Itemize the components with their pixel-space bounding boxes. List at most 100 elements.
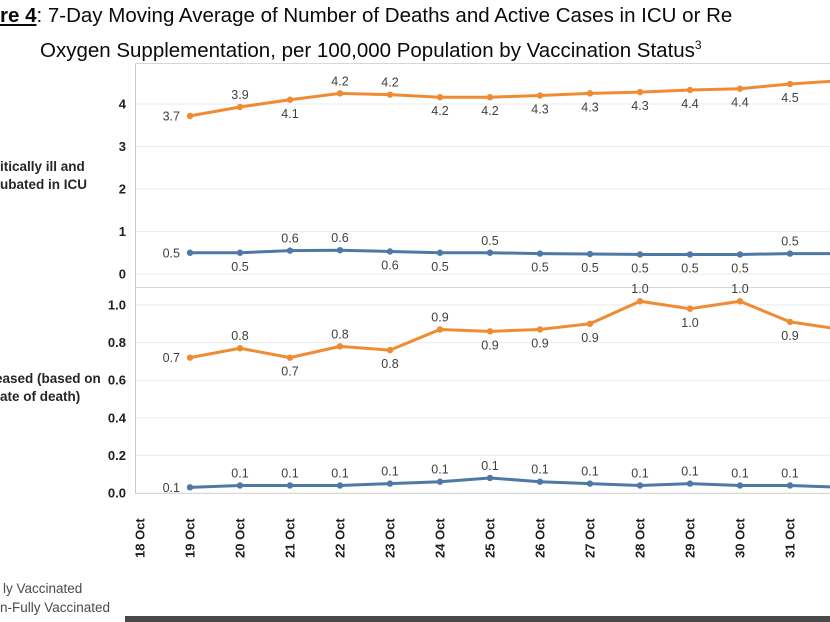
series-line-non_fully_vaccinated (189, 299, 830, 360)
data-point-label: 0.9 (581, 331, 598, 345)
x-tick-label: 23 Oct (383, 518, 398, 558)
data-point-label: 0.9 (431, 310, 448, 324)
data-point-label: 0.5 (781, 235, 798, 249)
data-point-marker (336, 247, 344, 254)
data-point-marker (686, 305, 694, 312)
x-tick-label: 18 Oct (133, 518, 148, 558)
row-label-deceased: eased (based on ate of death) (0, 370, 101, 406)
data-point-label: 0.1 (481, 459, 498, 473)
data-point-label: 4.2 (381, 76, 398, 90)
y-tick-label: 0.8 (108, 335, 126, 350)
series-line-non_fully_vaccinated (189, 79, 830, 118)
y-tick-label: 0.2 (108, 448, 126, 463)
data-point-label: 0.5 (681, 261, 698, 275)
data-point-label: 0.1 (231, 466, 248, 480)
data-point-marker (586, 320, 594, 327)
data-point-label: 0.5 (581, 261, 598, 275)
data-point-label: 0.8 (331, 327, 348, 341)
data-point-label: 0.5 (431, 260, 448, 274)
data-point-label: 0.9 (781, 329, 798, 343)
data-point-marker (236, 482, 244, 489)
data-point-label: 0.5 (481, 234, 498, 248)
figure-title-line2: Oxygen Supplementation, per 100,000 Popu… (40, 31, 732, 65)
data-point-marker (736, 251, 744, 258)
data-point-marker (786, 318, 794, 326)
data-point-marker (686, 480, 694, 487)
y-tick-label: 0 (119, 267, 126, 282)
data-point-label: 0.7 (163, 351, 180, 365)
data-point-marker (786, 250, 794, 257)
data-point-marker (486, 94, 494, 101)
data-point-marker (736, 298, 744, 305)
data-point-marker (436, 326, 444, 333)
data-point-marker (386, 346, 394, 354)
data-point-marker (486, 328, 494, 335)
data-point-label: 4.3 (581, 100, 598, 114)
x-tick-label: 31 Oct (783, 518, 798, 558)
data-point-marker (236, 345, 244, 352)
data-point-label: 0.7 (281, 365, 298, 379)
data-point-label: 0.6 (281, 232, 298, 246)
data-point-marker (736, 482, 744, 489)
data-point-marker (236, 249, 244, 256)
data-point-label: 0.5 (631, 261, 648, 275)
data-point-marker (736, 85, 744, 92)
data-point-marker (536, 92, 544, 99)
y-tick-label: 0.6 (108, 373, 126, 388)
data-point-marker (386, 480, 394, 487)
legend-item-non-fully-vaccinated: n-Fully Vaccinated (0, 600, 111, 615)
x-tick-label: 22 Oct (333, 518, 348, 558)
data-point-label: 0.1 (631, 466, 648, 480)
footnote-reference: 3 (694, 37, 702, 52)
data-point-marker (436, 478, 444, 485)
data-point-marker (686, 251, 694, 258)
data-point-marker (586, 480, 594, 487)
y-tick-label: 3 (119, 139, 126, 154)
data-point-label: 0.1 (281, 466, 298, 480)
data-point-label: 0.5 (731, 261, 748, 275)
y-tick-label: 1.0 (108, 298, 126, 313)
data-point-label: 0.9 (481, 338, 498, 352)
data-point-marker (386, 248, 394, 255)
legend-item-fully-vaccinated: ly Vaccinated (3, 581, 83, 596)
y-tick-label: 0.4 (108, 410, 127, 425)
row-label-deceased-line2: ate of death) (0, 389, 81, 404)
data-point-marker (636, 88, 644, 96)
data-point-marker (636, 298, 644, 305)
data-point-marker (236, 103, 244, 111)
bottom-bar (125, 616, 830, 622)
data-point-label: 0.1 (781, 466, 798, 480)
x-tick-label: 30 Oct (733, 518, 748, 558)
data-point-marker (336, 90, 344, 97)
data-point-marker (386, 91, 394, 98)
data-point-marker (486, 474, 494, 482)
series-line-fully_vaccinated (190, 248, 830, 256)
data-point-marker (286, 247, 294, 254)
figure-title-line2-text: Oxygen Supplementation, per 100,000 Popu… (40, 38, 695, 62)
x-tick-label: 26 Oct (533, 518, 548, 558)
data-point-label: 4.2 (431, 104, 448, 118)
y-tick-label: 4 (119, 97, 127, 112)
row-label-icu-line1: itically ill and (0, 159, 85, 174)
data-point-label: 3.9 (231, 88, 248, 102)
x-tick-label: 28 Oct (633, 518, 648, 558)
data-point-marker (436, 249, 444, 256)
data-point-marker (486, 249, 494, 256)
data-point-label: 1.0 (731, 282, 748, 296)
data-point-label: 0.1 (681, 465, 698, 479)
data-point-marker (536, 326, 544, 333)
data-point-marker (186, 354, 194, 361)
data-point-label: 0.5 (531, 261, 548, 275)
x-tick-label: 24 Oct (433, 518, 448, 558)
data-point-marker (786, 80, 794, 88)
row-label-icu-line2: ubated in ICU (0, 177, 87, 192)
data-point-marker (286, 96, 294, 103)
row-label-deceased-line1: eased (based on (0, 371, 101, 386)
data-point-marker (536, 250, 544, 257)
data-point-label: 0.1 (731, 466, 748, 480)
series-line-fully_vaccinated (189, 476, 830, 489)
data-point-label: 4.5 (781, 91, 798, 105)
data-point-label: 0.8 (381, 357, 398, 371)
data-point-marker (286, 482, 294, 489)
